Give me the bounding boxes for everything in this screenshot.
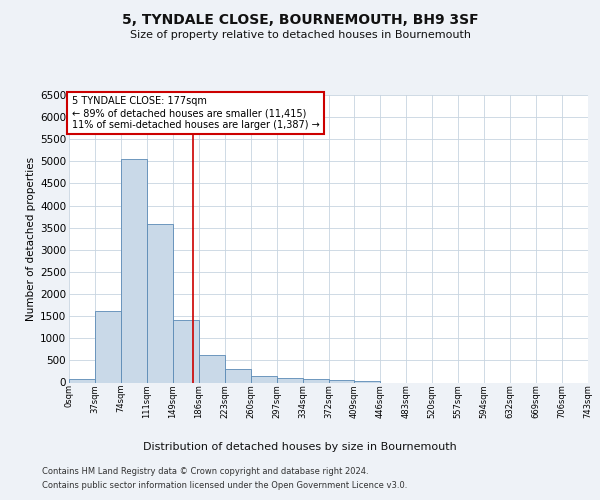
Bar [95,310,121,382]
Text: 5 TYNDALE CLOSE: 177sqm
← 89% of detached houses are smaller (11,415)
11% of sem: 5 TYNDALE CLOSE: 177sqm ← 89% of detache… [71,96,319,130]
Bar [121,158,147,382]
Y-axis label: Number of detached properties: Number of detached properties [26,156,36,321]
Bar [173,320,199,382]
Bar [302,379,329,382]
Bar [251,376,277,382]
Text: Size of property relative to detached houses in Bournemouth: Size of property relative to detached ho… [130,30,470,40]
Bar [147,224,173,382]
Bar [199,355,224,382]
Bar [329,380,355,382]
Bar [69,379,95,382]
Bar [225,370,251,382]
Bar [277,378,302,382]
Text: Contains public sector information licensed under the Open Government Licence v3: Contains public sector information licen… [42,481,407,490]
Text: Contains HM Land Registry data © Crown copyright and database right 2024.: Contains HM Land Registry data © Crown c… [42,468,368,476]
Text: Distribution of detached houses by size in Bournemouth: Distribution of detached houses by size … [143,442,457,452]
Bar [355,381,380,382]
Text: 5, TYNDALE CLOSE, BOURNEMOUTH, BH9 3SF: 5, TYNDALE CLOSE, BOURNEMOUTH, BH9 3SF [122,12,478,26]
